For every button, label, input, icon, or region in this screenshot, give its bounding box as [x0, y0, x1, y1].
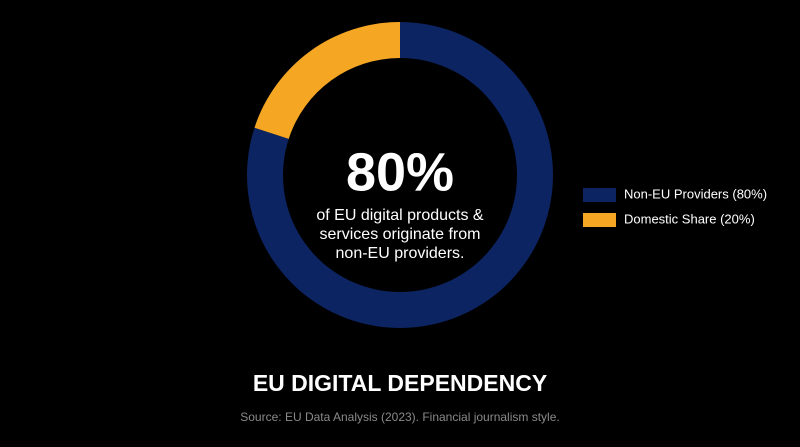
legend-label: Domestic Share (20%) [624, 211, 755, 226]
center-text: non-EU providers. [336, 245, 465, 262]
legend: Non-EU Providers (80%) Domestic Share (20… [583, 186, 767, 227]
legend-swatch [583, 213, 616, 227]
source: Source: EU Data Analysis (2023). Financi… [240, 410, 559, 424]
donut [246, 22, 553, 329]
center-text: services originate from [320, 226, 481, 243]
center-value: 80% [346, 142, 454, 202]
legend-label: Non-EU Providers (80%) [624, 186, 767, 201]
legend-swatch [583, 188, 616, 202]
chart-title: EU DIGITAL DEPENDENCY [253, 370, 547, 396]
slice [254, 22, 400, 139]
center-text: of EU digital products & [316, 207, 484, 224]
